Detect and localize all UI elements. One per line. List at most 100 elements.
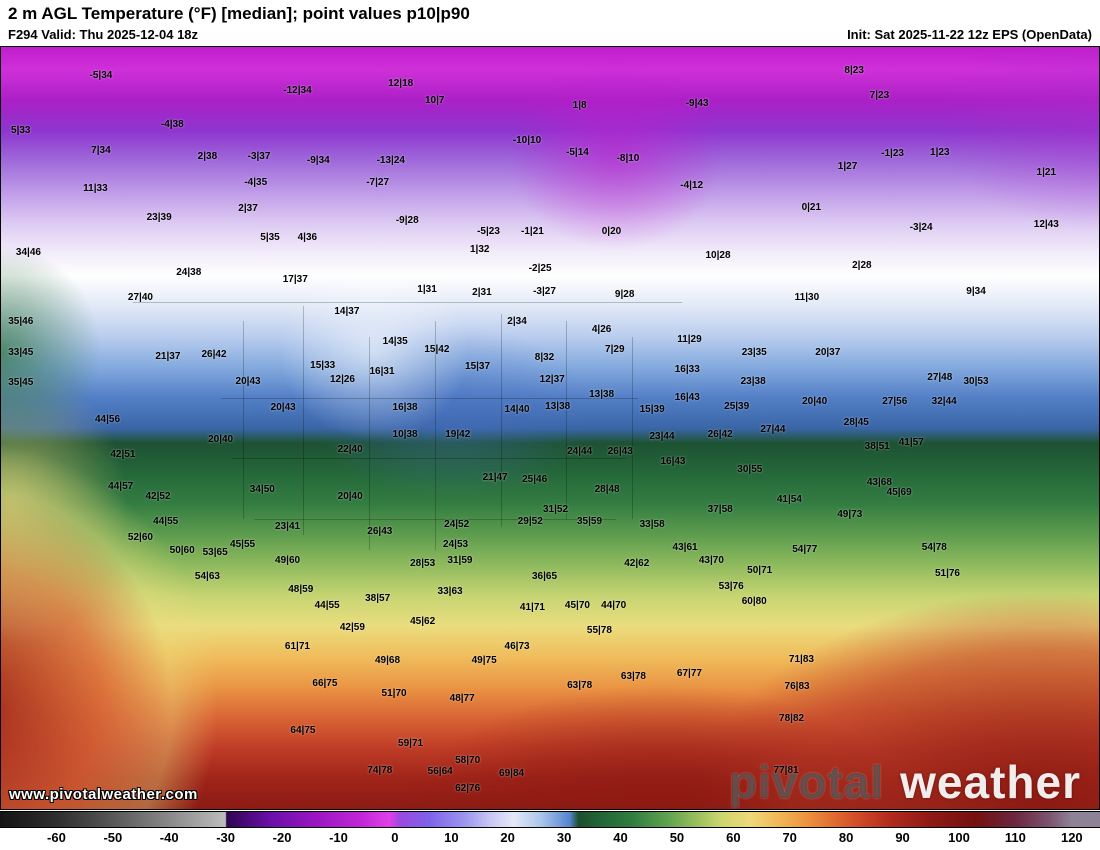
- colorbar-tick-label: 110: [1004, 830, 1026, 845]
- point-value: 1|32: [469, 244, 490, 256]
- point-value: 59|71: [398, 738, 424, 750]
- point-value: 42|59: [339, 621, 365, 633]
- point-value: 15|42: [424, 344, 450, 356]
- colorbar-gradient: [0, 811, 1100, 828]
- colorbar-tick-label: 50: [669, 830, 685, 845]
- point-value: -4|12: [680, 179, 704, 191]
- point-value: 27|40: [127, 291, 153, 303]
- point-value: 1|8: [572, 99, 587, 111]
- point-value: 14|40: [504, 403, 530, 415]
- point-value: 10|28: [705, 249, 731, 261]
- point-value: 19|42: [445, 428, 471, 440]
- colorbar-tick-label: 0: [391, 830, 399, 845]
- colorbar-tick-label: -20: [272, 830, 292, 845]
- colorbar-tick-label: 120: [1060, 830, 1083, 845]
- point-value: -5|14: [566, 146, 589, 158]
- point-value: 38|57: [365, 593, 391, 605]
- point-value: 37|58: [707, 503, 733, 515]
- point-value: 8|23: [844, 64, 864, 76]
- init-time-label: Init: Sat 2025-11-22 12z EPS (OpenData): [847, 27, 1092, 42]
- point-value: 25|46: [522, 473, 548, 485]
- point-value: 45|62: [410, 616, 436, 628]
- point-value: 23|41: [275, 521, 301, 533]
- point-value: 67|77: [676, 668, 702, 680]
- point-value: 16|43: [660, 456, 686, 468]
- point-value: 21|37: [155, 351, 181, 363]
- point-value: 11|33: [83, 182, 108, 194]
- point-value: 15|37: [465, 361, 491, 373]
- colorbar: -60 -50 -40 -30 -20 -10 0 10 20 30 40 50 60 70 80 90 100…: [0, 810, 1100, 850]
- point-value: 41|71: [519, 601, 545, 613]
- point-value: -1|23: [881, 147, 904, 159]
- temperature-map: -5|34 -12|34 12|18 10|7 1|8 -9|43 8|23 7|23 5|33…: [0, 46, 1100, 810]
- point-value: 54|63: [194, 571, 220, 583]
- point-value: 24|44: [567, 445, 593, 457]
- point-value: -9|43: [685, 98, 709, 110]
- point-value: 31|59: [447, 555, 473, 567]
- colorbar-tick-label: -60: [47, 830, 66, 845]
- colorbar-tick-label: 100: [948, 830, 970, 845]
- point-value: 26|42: [707, 428, 733, 440]
- point-value: 12|18: [388, 77, 414, 89]
- point-value: 43|61: [672, 541, 698, 553]
- watermark-url: www.pivotalweather.com: [9, 786, 198, 803]
- point-value: 44|56: [94, 414, 121, 426]
- point-value: 78|82: [779, 713, 805, 725]
- point-value: 49|68: [374, 655, 401, 667]
- point-value: 77|81: [773, 764, 799, 776]
- point-value: 10|7: [424, 95, 445, 107]
- point-value: 24|52: [444, 518, 470, 530]
- point-value: 4|36: [297, 231, 318, 243]
- colorbar-tick-label: -40: [159, 830, 179, 845]
- border-line: [434, 321, 436, 550]
- point-value: 54|78: [921, 541, 947, 553]
- brand-word-pivotal: pivotal: [728, 756, 885, 808]
- point-value: 63|78: [620, 671, 646, 683]
- point-value: 27|44: [760, 424, 786, 436]
- point-value: 1|23: [930, 146, 950, 158]
- colorbar-tick-label: 10: [444, 830, 459, 845]
- point-value: 28|48: [594, 483, 620, 495]
- point-value: 1|27: [837, 161, 858, 173]
- point-value: 20|43: [235, 376, 261, 388]
- point-value: -4|35: [244, 177, 268, 189]
- point-value: 20|40: [208, 434, 234, 446]
- point-value: 41|57: [898, 437, 924, 449]
- point-value: 2|28: [852, 259, 872, 271]
- point-value: 46|73: [504, 640, 530, 652]
- point-value: 10|38: [392, 428, 418, 440]
- point-value: 52|60: [127, 531, 153, 543]
- point-value: 43|68: [866, 476, 892, 488]
- point-value: 28|53: [410, 558, 436, 570]
- point-value: 2|31: [472, 287, 492, 299]
- point-value: 33|58: [639, 518, 665, 530]
- point-value: -3|27: [533, 286, 556, 298]
- regional-temperature-overlays: [1, 47, 1099, 809]
- point-value: 16|33: [674, 364, 700, 376]
- point-value: 49|60: [275, 555, 301, 567]
- border-line: [368, 336, 370, 550]
- point-value: 23|38: [740, 376, 766, 388]
- point-value: 14|37: [334, 306, 360, 318]
- point-value: 20|43: [270, 402, 296, 414]
- point-value: 14|35: [382, 335, 408, 347]
- point-value: 45|69: [886, 486, 912, 498]
- colorbar-tick-label: 80: [838, 830, 854, 845]
- border-line: [231, 458, 627, 460]
- point-value: 1|21: [1036, 166, 1057, 178]
- point-value: 48|77: [449, 693, 475, 705]
- point-value: 7|34: [91, 144, 111, 156]
- point-value: 45|55: [230, 538, 256, 550]
- point-value: 16|31: [369, 366, 395, 378]
- point-value: -10|10: [512, 134, 542, 146]
- point-value: 43|70: [698, 555, 724, 567]
- point-value: 4|26: [591, 324, 612, 336]
- point-value: 53|65: [202, 546, 228, 558]
- point-value: -12|34: [283, 85, 312, 97]
- brand-logo: pivotal weather: [729, 757, 1081, 807]
- point-value: 63|78: [567, 680, 593, 692]
- point-value: 33|63: [437, 585, 463, 597]
- point-value: 2|38: [197, 151, 218, 163]
- point-value: 0|20: [601, 226, 622, 238]
